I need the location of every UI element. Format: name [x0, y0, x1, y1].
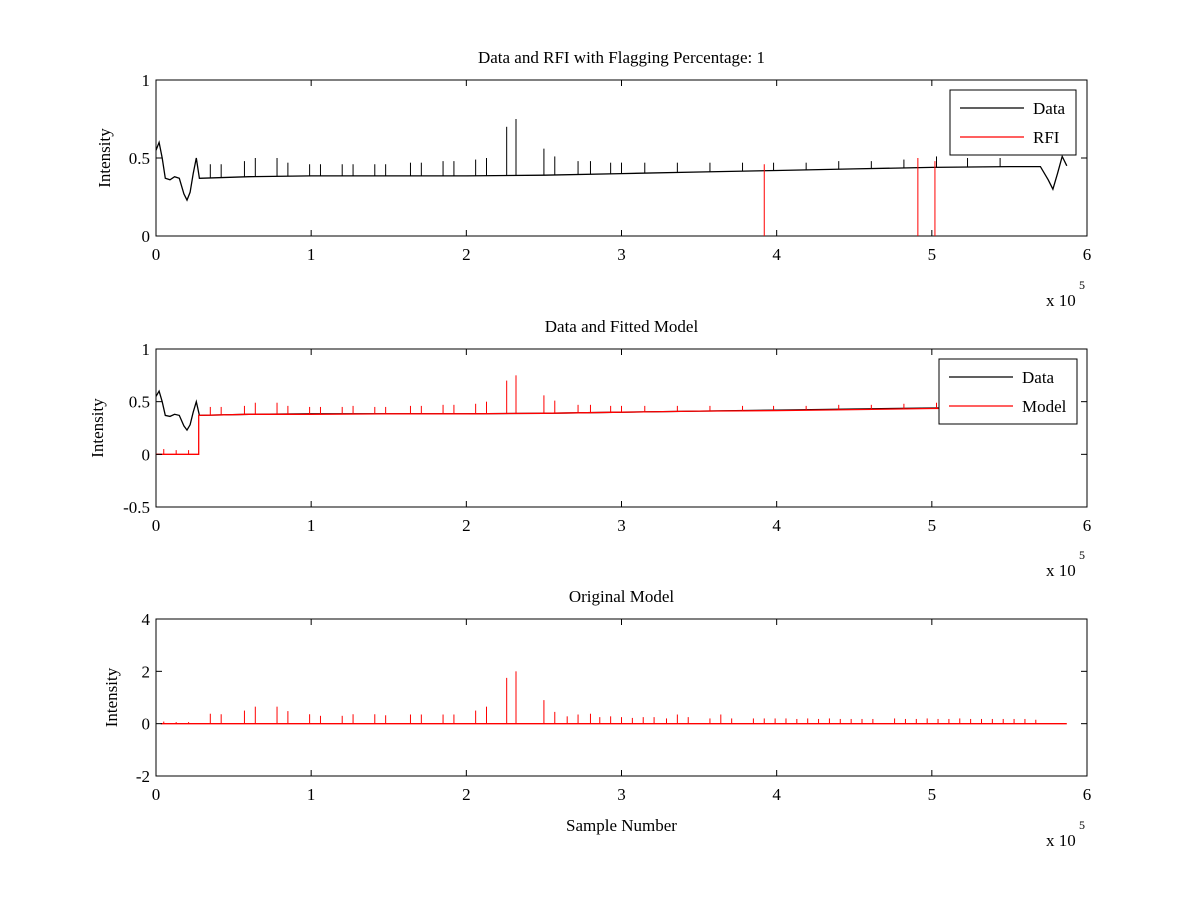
- y-tick-label: 0: [142, 445, 151, 464]
- series-data: [155, 119, 1068, 202]
- legend: Data RFI: [949, 89, 1077, 156]
- x-axis-multiplier-exponent: 5: [1079, 548, 1085, 562]
- x-axis-multiplier: x 10: [1046, 831, 1076, 850]
- axes-box: [155, 618, 1088, 777]
- x-tick-label: 3: [617, 245, 626, 264]
- axes-box: [155, 348, 1088, 508]
- y-tick-label: 0: [142, 715, 151, 734]
- x-tick-label: 3: [617, 516, 626, 535]
- x-tick-label: 1: [307, 785, 316, 804]
- legend-label: Data: [1033, 99, 1066, 118]
- series-line: [156, 406, 1067, 455]
- x-tick-label: 6: [1083, 516, 1092, 535]
- y-tick-label: 1: [142, 71, 151, 90]
- x-tick-label: 2: [462, 785, 471, 804]
- x-tick-label: 6: [1083, 785, 1092, 804]
- series-rfi: [763, 158, 936, 236]
- x-axis-multiplier-exponent: 5: [1079, 818, 1085, 832]
- subplot-1: 0 1 2 3 4 5 6 0 0.5 1 Data and RFI with Flagging P…: [95, 48, 1091, 310]
- x-axis-multiplier-exponent: 5: [1079, 278, 1085, 292]
- series-line: [155, 140, 1068, 202]
- x-tick-label: 5: [928, 516, 937, 535]
- y-tick-label: 2: [142, 662, 151, 681]
- x-tick-label: 1: [307, 516, 316, 535]
- subplot-title: Original Model: [569, 587, 675, 606]
- series-model: [156, 375, 1067, 455]
- legend-label: Model: [1022, 397, 1067, 416]
- legend-label: RFI: [1033, 128, 1060, 147]
- subplot-title: Data and RFI with Flagging Percentage: 1: [478, 48, 765, 67]
- subplot-title: Data and Fitted Model: [545, 317, 699, 336]
- y-tick-label: 4: [142, 610, 151, 629]
- x-tick-label: 5: [928, 785, 937, 804]
- x-tick-label: 6: [1083, 245, 1092, 264]
- series-model-trace: [160, 671, 1067, 725]
- x-tick-label: 4: [772, 785, 781, 804]
- x-tick-label: 0: [152, 245, 161, 264]
- legend-label: Data: [1022, 368, 1055, 387]
- y-axis-label: Intensity: [102, 667, 121, 727]
- x-tick-label: 5: [928, 245, 937, 264]
- x-tick-label: 1: [307, 245, 316, 264]
- x-tick-label: 2: [462, 245, 471, 264]
- x-axis-multiplier: x 10: [1046, 561, 1076, 580]
- y-tick-label: -2: [136, 767, 150, 786]
- x-tick-label: 4: [772, 245, 781, 264]
- x-axis-multiplier: x 10: [1046, 291, 1076, 310]
- x-tick-label: 4: [772, 516, 781, 535]
- y-tick-label: 1: [142, 340, 151, 359]
- x-tick-label: 3: [617, 785, 626, 804]
- axes-box: [155, 79, 1088, 237]
- legend: Data Model: [938, 358, 1078, 425]
- y-axis-label: Intensity: [88, 398, 107, 458]
- x-tick-label: 2: [462, 516, 471, 535]
- x-tick-label: 0: [152, 785, 161, 804]
- y-tick-label: 0: [142, 227, 151, 246]
- y-tick-label: 0.5: [129, 393, 150, 412]
- y-tick-label: -0.5: [123, 498, 150, 517]
- x-tick-label: 0: [152, 516, 161, 535]
- y-tick-label: 0.5: [129, 149, 150, 168]
- legend-box: [938, 358, 1078, 425]
- x-axis-label: Sample Number: [566, 816, 677, 835]
- y-axis-label: Intensity: [95, 128, 114, 188]
- legend-box: [949, 89, 1077, 156]
